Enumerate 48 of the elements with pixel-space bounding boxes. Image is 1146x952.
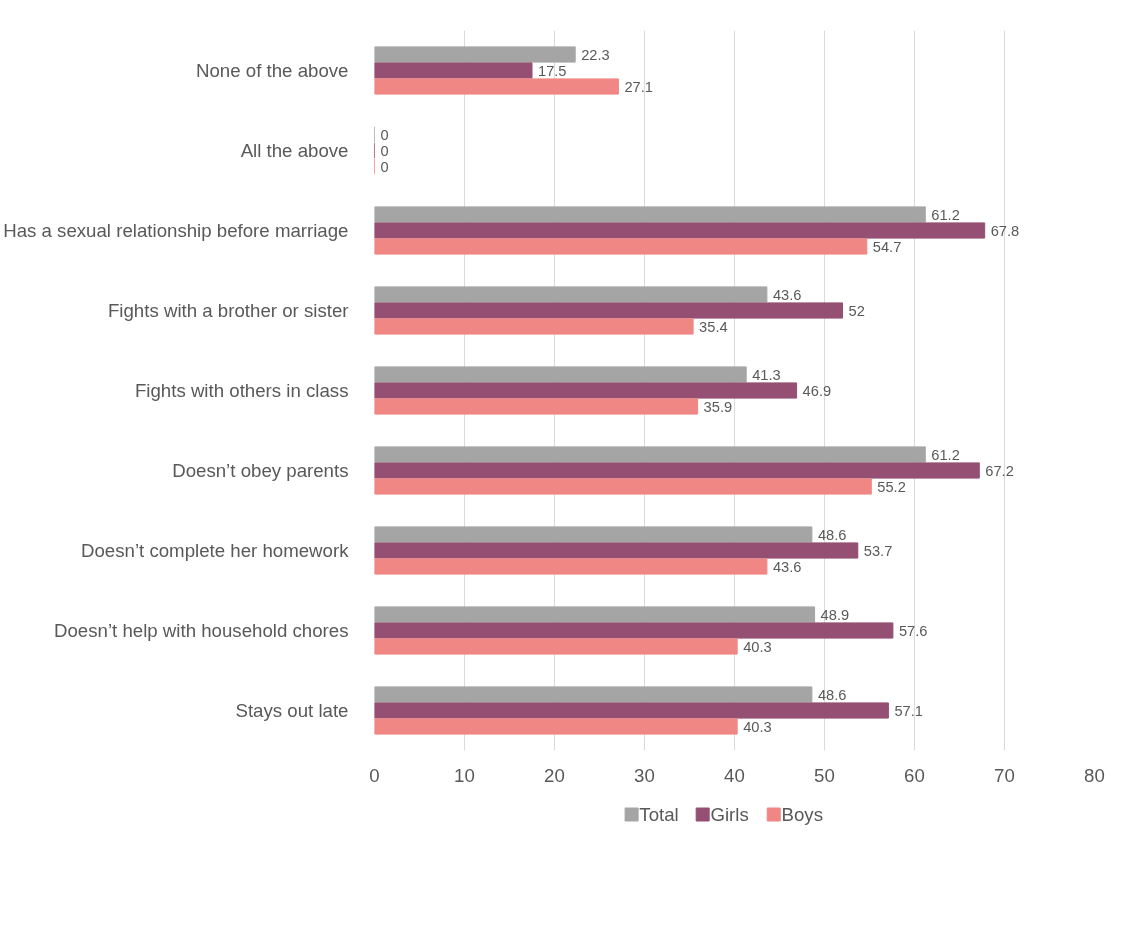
y-tick-label: Stays out late <box>235 700 349 721</box>
data-label: 48.9 <box>820 606 850 623</box>
y-tick-label: Fights with others in class <box>134 380 349 401</box>
x-tick-label: 50 <box>814 764 835 786</box>
y-tick-label: Fights with a brother or sister <box>107 300 349 321</box>
x-tick-label: 10 <box>454 764 475 786</box>
data-label: 61.2 <box>931 206 960 223</box>
x-tick-label: 30 <box>634 764 655 786</box>
data-label: 57.6 <box>898 622 928 639</box>
data-label: 27.1 <box>624 78 653 95</box>
y-tick-label: All the above <box>240 140 349 161</box>
data-label: 35.9 <box>703 398 733 415</box>
x-tick-label: 40 <box>724 764 745 786</box>
data-label: 48.6 <box>817 686 847 703</box>
data-label: 57.1 <box>894 702 923 719</box>
data-label: 41.3 <box>752 366 781 383</box>
data-label: 0 <box>380 126 389 143</box>
legend-label: Total <box>639 804 679 825</box>
x-tick-label: 70 <box>994 764 1015 786</box>
y-tick-label: Has a sexual relationship before marriage <box>3 220 349 241</box>
y-tick-label: Doesn’t obey parents <box>172 460 349 481</box>
data-label: 55.2 <box>877 478 906 495</box>
data-label: 0 <box>380 142 389 159</box>
data-label: 40.3 <box>743 638 772 655</box>
x-tick-label: 20 <box>544 764 565 786</box>
data-label: 0 <box>380 158 389 175</box>
legend-label: Girls <box>710 804 749 825</box>
x-tick-label: 0 <box>369 764 380 786</box>
y-tick-label: Doesn’t help with household chores <box>53 620 349 641</box>
data-label: 22.3 <box>581 46 610 63</box>
data-label: 53.7 <box>863 542 893 559</box>
data-label: 67.2 <box>985 462 1014 479</box>
data-label: 35.4 <box>699 318 728 335</box>
data-label: 17.5 <box>538 62 567 79</box>
legend-label: Boys <box>781 804 823 825</box>
data-label: 48.6 <box>817 526 847 543</box>
data-label: 43.6 <box>772 558 802 575</box>
x-tick-label: 60 <box>904 764 925 786</box>
data-label: 52 <box>848 302 865 319</box>
data-label: 61.2 <box>931 446 960 463</box>
y-tick-label: Doesn’t complete her homework <box>80 540 350 561</box>
data-label: 43.6 <box>772 286 802 303</box>
data-label: 54.7 <box>872 238 902 255</box>
data-label: 67.8 <box>990 222 1020 239</box>
y-tick-label: None of the above <box>196 60 349 81</box>
data-label: 40.3 <box>743 718 772 735</box>
x-tick-label: 80 <box>1084 764 1105 786</box>
data-label: 46.9 <box>802 382 832 399</box>
